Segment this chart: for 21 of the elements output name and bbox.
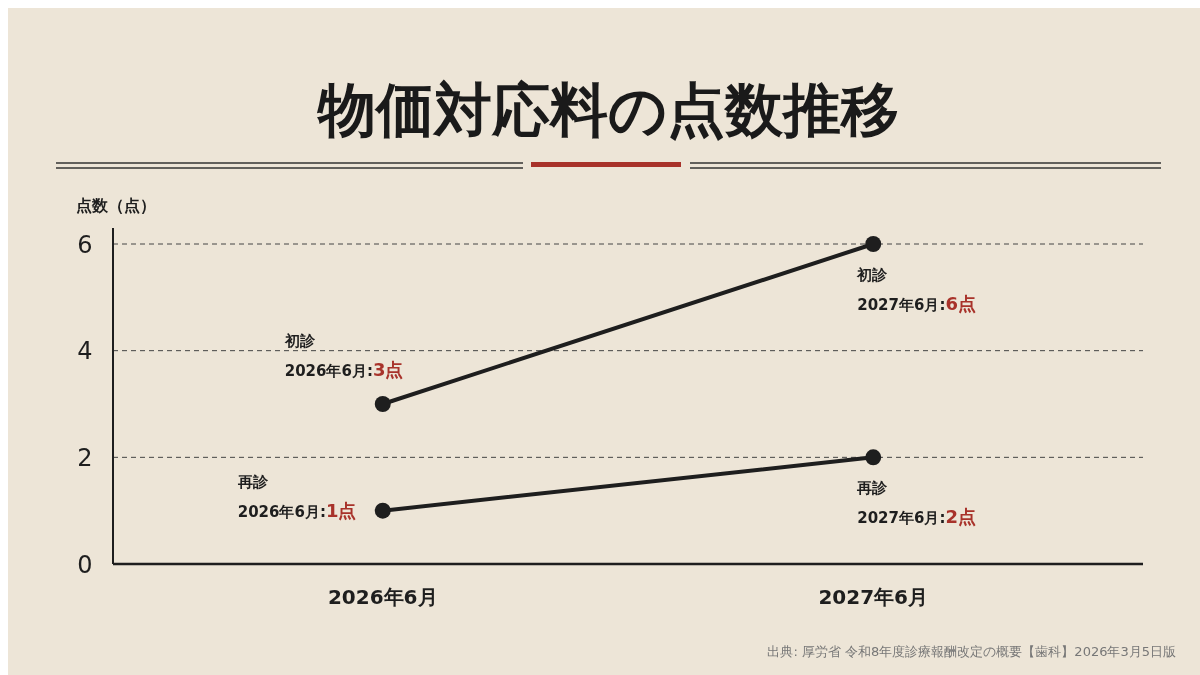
data-label: 2027年6月:6点: [857, 293, 976, 314]
text: 初診: [284, 332, 315, 350]
y-tick-label: 2: [77, 443, 93, 472]
data-label: 2027年6月:2点: [857, 506, 976, 528]
source-note: 出典: 厚労省 令和8年度診療報酬改定の概要【歯科】2026年3月5日版: [767, 644, 1176, 659]
point: [865, 236, 882, 252]
y-axis-title: 点数（点）: [76, 196, 156, 215]
point: [374, 396, 391, 412]
chart-title: 物価対応料の点数推移: [315, 76, 899, 144]
x-tick-label: 2026年6月: [327, 585, 438, 609]
point: [865, 449, 882, 466]
series-label: 初診: [856, 266, 889, 284]
data-label: 2026年6月:1点: [237, 499, 357, 521]
y-tick-label: 0: [77, 550, 93, 579]
point: [374, 502, 391, 519]
x-tick-label: 2027年6月: [818, 585, 929, 609]
data-label: 2026年6月:3点: [284, 359, 404, 380]
y-tick-label: 4: [77, 337, 93, 366]
series-label: 再診: [856, 479, 889, 498]
y-tick-label: 6: [77, 230, 93, 259]
text: 再診: [237, 472, 268, 491]
